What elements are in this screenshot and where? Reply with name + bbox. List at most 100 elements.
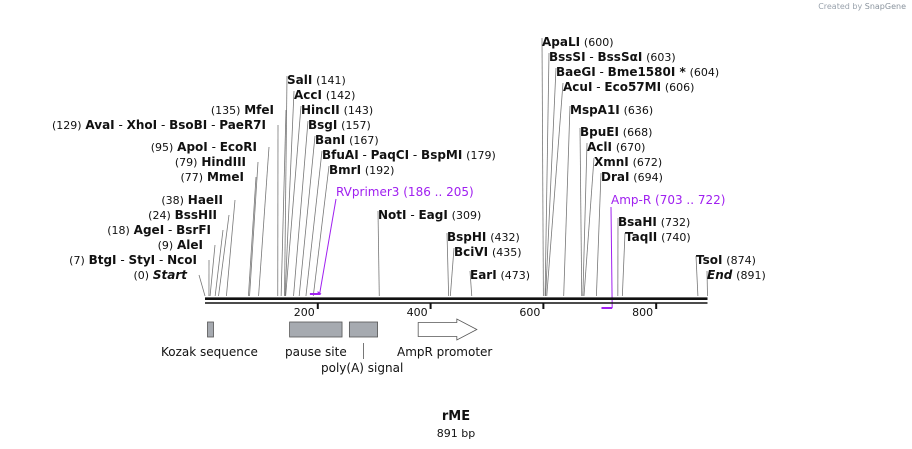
feature-box xyxy=(289,321,343,338)
site-label-text: (95) ApoI - EcoRI xyxy=(151,140,257,154)
site-label-text: End (891) xyxy=(707,268,766,282)
site-label-text: (129) AvaI - XhoI - BsoBI - PaeR7I xyxy=(52,118,266,132)
site-baegi[interactable]: BaeGI - Bme1580I * (604) xyxy=(556,65,719,79)
feature-poly-a-signal[interactable]: poly(A) signal xyxy=(321,321,403,375)
site-tsoi[interactable]: TsoI (874) xyxy=(696,253,756,267)
site-label-text: BspHI (432) xyxy=(447,230,520,244)
site-hindiii[interactable]: (79) HindIII xyxy=(175,155,246,169)
site-acci[interactable]: AccI (142) xyxy=(294,88,355,102)
site-label-part: - xyxy=(164,223,176,237)
site-label-part: PaqCI xyxy=(371,148,409,162)
site-avai[interactable]: (129) AvaI - XhoI - BsoBI - PaeR7I xyxy=(52,118,266,132)
site-label-part: (77) xyxy=(181,171,204,184)
site-btgi[interactable]: (7) BtgI - StyI - NcoI xyxy=(69,253,197,267)
site-bani[interactable]: BanI (167) xyxy=(315,133,379,147)
site-label-text: DraI (694) xyxy=(601,170,663,184)
site-label-part: TsoI xyxy=(696,253,722,267)
site-label-part: BmrI xyxy=(329,163,361,177)
site-apoi[interactable]: (95) ApoI - EcoRI xyxy=(151,140,257,154)
site-bcivi[interactable]: BciVI (435) xyxy=(454,245,522,259)
site-label-part: (473) xyxy=(501,269,531,282)
site-label-part: - xyxy=(157,118,169,132)
site-bsphi[interactable]: BspHI (432) xyxy=(447,230,520,244)
site-label-part: (740) xyxy=(661,231,691,244)
site-label-part: BspHI xyxy=(447,230,486,244)
site-sali[interactable]: SalI (141) xyxy=(287,73,346,87)
primers: RVprimer3 (186 .. 205) Amp-R (703 .. 722) xyxy=(309,185,725,309)
site-end[interactable]: End (891) xyxy=(707,268,766,282)
site-bmri[interactable]: BmrI (192) xyxy=(329,163,394,177)
site-label-text: ApaLI (600) xyxy=(542,35,614,49)
site-mspa1i[interactable]: MspA1I (636) xyxy=(570,103,653,117)
feature-label: Kozak sequence xyxy=(161,345,258,359)
axis-tick-label: 400 xyxy=(407,306,428,319)
site-label-part: (0) xyxy=(133,269,149,282)
site-leader-line xyxy=(583,157,595,297)
watermark-prefix: Created by xyxy=(818,2,863,11)
site-bsssi[interactable]: BssSI - BssSαI (603) xyxy=(549,50,676,64)
site-leader-line xyxy=(541,37,544,297)
site-bsshii[interactable]: (24) BssHII xyxy=(148,208,217,222)
site-label-part: BssSαI xyxy=(598,50,643,64)
site-label-text: BssSI - BssSαI (603) xyxy=(549,50,676,64)
site-taqii[interactable]: TaqII (740) xyxy=(625,230,691,244)
primer-rvprimer3[interactable]: RVprimer3 (186 .. 205) xyxy=(309,185,474,295)
site-label-part: XhoI xyxy=(127,118,158,132)
site-label-text: (18) AgeI - BsrFI xyxy=(107,223,211,237)
primer-leader-line xyxy=(319,198,337,295)
site-label-part: (7) xyxy=(69,254,85,267)
site-xmni[interactable]: XmnI (672) xyxy=(594,155,662,169)
site-leader-line xyxy=(218,214,230,297)
site-leader-line xyxy=(621,232,626,297)
site-label-part: (606) xyxy=(665,81,695,94)
site-label-text: BaeGI - Bme1580I * (604) xyxy=(556,65,719,79)
site-acli[interactable]: AclI (670) xyxy=(587,140,645,154)
site-bsahi[interactable]: BsaHI (732) xyxy=(618,215,690,229)
site-label-part: - xyxy=(155,253,167,267)
site-drai[interactable]: DraI (694) xyxy=(601,170,663,184)
site-mfei[interactable]: (135) MfeI xyxy=(211,103,274,117)
site-haeii[interactable]: (38) HaeII xyxy=(161,193,223,207)
site-label-part: (142) xyxy=(326,89,356,102)
site-label-part: AccI xyxy=(294,88,322,102)
site-apali[interactable]: ApaLI (600) xyxy=(542,35,614,49)
site-bpuei[interactable]: BpuEI (668) xyxy=(580,125,652,139)
primer-range: (186 .. 205) xyxy=(403,185,473,199)
site-leader-line xyxy=(280,109,287,297)
features: Kozak sequence pause site poly(A) signal Am… xyxy=(161,318,492,375)
site-label-part: BtgI xyxy=(89,253,117,267)
feature-ampr-promoter[interactable]: AmpR promoter xyxy=(397,318,492,359)
site-leader-line xyxy=(248,176,257,297)
site-label-part: NcoI xyxy=(167,253,197,267)
site-label-text: BanI (167) xyxy=(315,133,379,147)
site-leader-line xyxy=(312,165,330,297)
site-bsgi[interactable]: BsgI (157) xyxy=(308,118,371,132)
site-label-text: (24) BssHII xyxy=(148,208,217,222)
site-start[interactable]: (0) Start xyxy=(133,268,188,282)
site-label-text: TaqII (740) xyxy=(625,230,691,244)
site-label-part: BspMI xyxy=(421,148,462,162)
site-mmei[interactable]: (77) MmeI xyxy=(181,170,244,184)
feature-arrow xyxy=(417,318,478,341)
site-label-part: End xyxy=(707,268,733,282)
site-acui[interactable]: AcuI - Eco57MI (606) xyxy=(563,80,694,94)
site-hincii[interactable]: HincII (143) xyxy=(301,103,373,117)
site-alei[interactable]: (9) AleI xyxy=(158,238,203,252)
site-label-part: Bme1580I * xyxy=(608,65,687,79)
site-eari[interactable]: EarI (473) xyxy=(470,268,530,282)
site-label-part: BssHII xyxy=(175,208,217,222)
primer-amp-r[interactable]: Amp-R (703 .. 722) xyxy=(601,193,725,309)
site-label-part: AleI xyxy=(177,238,203,252)
feature-pause-site[interactable]: pause site xyxy=(285,321,347,359)
site-label-part: (435) xyxy=(492,246,522,259)
sequence-backbone: 200 400 600 800 xyxy=(205,297,708,319)
feature-kozak-sequence[interactable]: Kozak sequence xyxy=(161,321,258,359)
site-noti[interactable]: NotI - EagI (309) xyxy=(378,208,481,222)
site-label-part: (732) xyxy=(661,216,691,229)
site-leader-line xyxy=(544,52,550,297)
site-leader-line xyxy=(595,172,602,297)
site-bfuai[interactable]: BfuAI - PaqCI - BspMI (179) xyxy=(322,148,496,162)
site-agei[interactable]: (18) AgeI - BsrFI xyxy=(107,223,211,237)
site-label-text: (9) AleI xyxy=(158,238,203,252)
